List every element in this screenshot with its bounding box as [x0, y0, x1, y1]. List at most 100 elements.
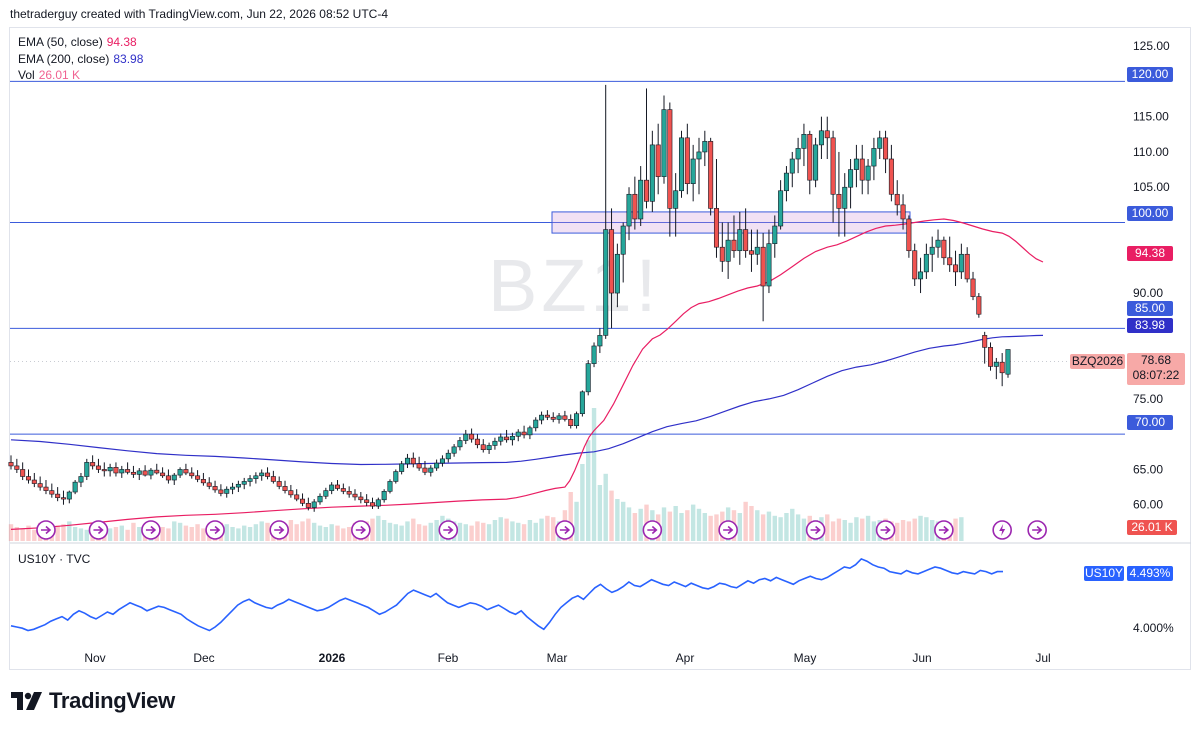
candle-body	[603, 229, 609, 336]
candle-body	[387, 481, 393, 492]
candle-body	[282, 486, 288, 491]
volume-bar	[242, 525, 247, 541]
candle	[410, 452, 416, 468]
volume-bar	[259, 521, 264, 541]
earnings-event-icon[interactable]	[205, 520, 225, 540]
earnings-event-icon[interactable]	[438, 520, 459, 540]
arrow-glyph	[93, 525, 104, 535]
candle	[323, 487, 329, 500]
volume-bar	[696, 508, 702, 541]
candle-body	[754, 246, 760, 255]
candle	[708, 137, 714, 216]
candle	[527, 425, 533, 440]
candle-body	[644, 179, 650, 202]
candle-body	[183, 469, 189, 474]
candle	[585, 360, 591, 396]
candle	[439, 455, 445, 467]
candle-body	[300, 498, 306, 504]
earnings-event-icon[interactable]	[36, 520, 56, 540]
candle-body	[859, 158, 865, 181]
candle-body	[55, 493, 61, 498]
candle-body	[95, 465, 101, 470]
candle-body	[830, 137, 836, 195]
candle-body	[988, 347, 994, 367]
legend-ema50-label: EMA (50, close)	[18, 35, 103, 49]
volume-bar	[766, 511, 772, 541]
earnings-event-icon[interactable]	[1027, 520, 1047, 540]
candle	[434, 459, 440, 471]
earnings-event-icon[interactable]	[351, 520, 371, 540]
volume-bar	[772, 515, 777, 541]
candle-body	[410, 457, 416, 465]
volume-bar	[702, 513, 708, 541]
candle-body	[533, 419, 539, 429]
volume-bar	[778, 517, 783, 541]
candle-body	[8, 462, 14, 467]
candle	[533, 417, 539, 432]
earnings-event-icon[interactable]	[805, 520, 826, 540]
legend-ema200[interactable]: EMA (200, close) 83.98	[18, 52, 143, 66]
candle-body	[113, 467, 119, 474]
candle	[550, 412, 556, 423]
candle	[609, 208, 615, 329]
candle	[509, 432, 515, 446]
level-tag-70: 70.00	[1127, 415, 1173, 430]
candle	[480, 439, 486, 453]
candle-body	[1005, 349, 1011, 375]
candle	[428, 465, 434, 477]
earnings-event-icon[interactable]	[934, 520, 954, 540]
volume-bar	[959, 517, 964, 541]
earnings-event-icon[interactable]	[88, 520, 109, 540]
volume-bar	[871, 521, 877, 541]
candle	[43, 480, 49, 495]
candle-body	[37, 483, 43, 488]
candle-body	[434, 462, 440, 469]
candle-body	[294, 494, 300, 500]
earnings-event-icon[interactable]	[141, 520, 161, 540]
arrow-glyph	[355, 525, 367, 535]
candle	[311, 499, 317, 512]
volume-bar	[498, 517, 503, 541]
candle-body	[195, 475, 201, 480]
volume-bar	[376, 515, 381, 541]
earnings-event-icon[interactable]	[875, 520, 896, 540]
last-price: 78.68	[1140, 353, 1172, 367]
volume-bar	[8, 524, 14, 541]
candle	[515, 429, 521, 442]
candle	[859, 144, 865, 195]
candle-body	[241, 481, 247, 485]
earnings-event-icon[interactable]	[555, 520, 575, 540]
volume-bar	[311, 522, 317, 541]
candle	[731, 215, 737, 258]
legend-volume[interactable]: Vol 26.01 K	[18, 68, 80, 82]
candle	[235, 480, 241, 493]
candle-body	[713, 208, 719, 248]
candle-body	[457, 440, 463, 448]
candle-body	[253, 475, 259, 479]
candle	[737, 211, 743, 265]
candle	[189, 467, 195, 479]
candle-body	[480, 444, 486, 450]
candle	[999, 353, 1005, 387]
earnings-event-icon[interactable]	[269, 520, 289, 540]
volume-bar	[306, 518, 311, 541]
candle	[824, 116, 830, 159]
tradingview-logo[interactable]: TradingView	[11, 688, 175, 714]
dividend-event-icon[interactable]	[992, 520, 1012, 540]
volume-bar	[545, 515, 550, 541]
candle-body	[521, 431, 527, 436]
earnings-event-icon[interactable]	[642, 520, 663, 540]
legend-ema50[interactable]: EMA (50, close) 94.38	[18, 35, 137, 49]
candle-body	[305, 503, 311, 508]
candle	[544, 410, 550, 421]
candle	[78, 472, 84, 488]
candle-body	[160, 472, 166, 477]
candle	[142, 465, 148, 477]
candle	[171, 472, 177, 485]
candle-body	[504, 436, 510, 441]
candle	[212, 480, 218, 493]
candle	[667, 102, 673, 237]
earnings-event-icon[interactable]	[718, 520, 738, 540]
candle-body	[119, 469, 125, 474]
